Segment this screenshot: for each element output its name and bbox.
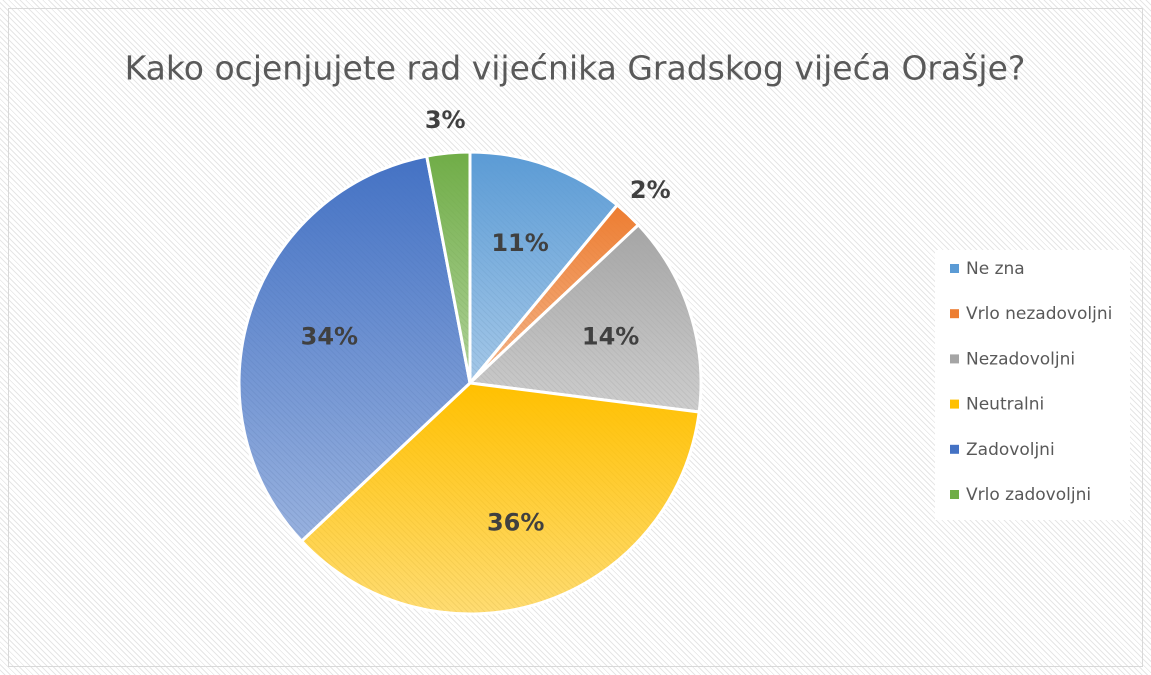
legend-label: Ne zna — [966, 259, 1025, 279]
chart-title: Kako ocjenjujete rad vijećnika Gradskog … — [125, 49, 1026, 88]
pie-slice — [468, 150, 620, 388]
data-label: 36% — [487, 509, 544, 537]
legend-label: Vrlo zadovoljni — [966, 485, 1091, 505]
data-label: 14% — [582, 322, 639, 350]
data-label: 2% — [630, 176, 671, 204]
pie-slice — [466, 222, 703, 414]
legend-label: Zadovoljni — [966, 440, 1055, 460]
pie-slice — [424, 150, 472, 384]
legend-label: Nezadovoljni — [966, 349, 1075, 369]
data-label: 34% — [301, 322, 358, 350]
legend-swatch — [950, 444, 959, 454]
legend-swatch — [950, 490, 959, 499]
legend-label: Neutralni — [966, 395, 1044, 415]
data-label: 11% — [491, 229, 548, 257]
legend-swatch — [950, 309, 959, 319]
legend-swatch — [950, 399, 959, 409]
legend-swatch — [950, 354, 959, 364]
legend-label: Vrlo nezadovoljni — [966, 304, 1112, 324]
pie-slice — [299, 381, 701, 616]
legend-box — [935, 250, 1130, 520]
pie-slice — [237, 154, 472, 544]
legend-swatch — [950, 264, 959, 273]
data-label: 3% — [425, 106, 466, 134]
chart-border — [8, 8, 1143, 667]
